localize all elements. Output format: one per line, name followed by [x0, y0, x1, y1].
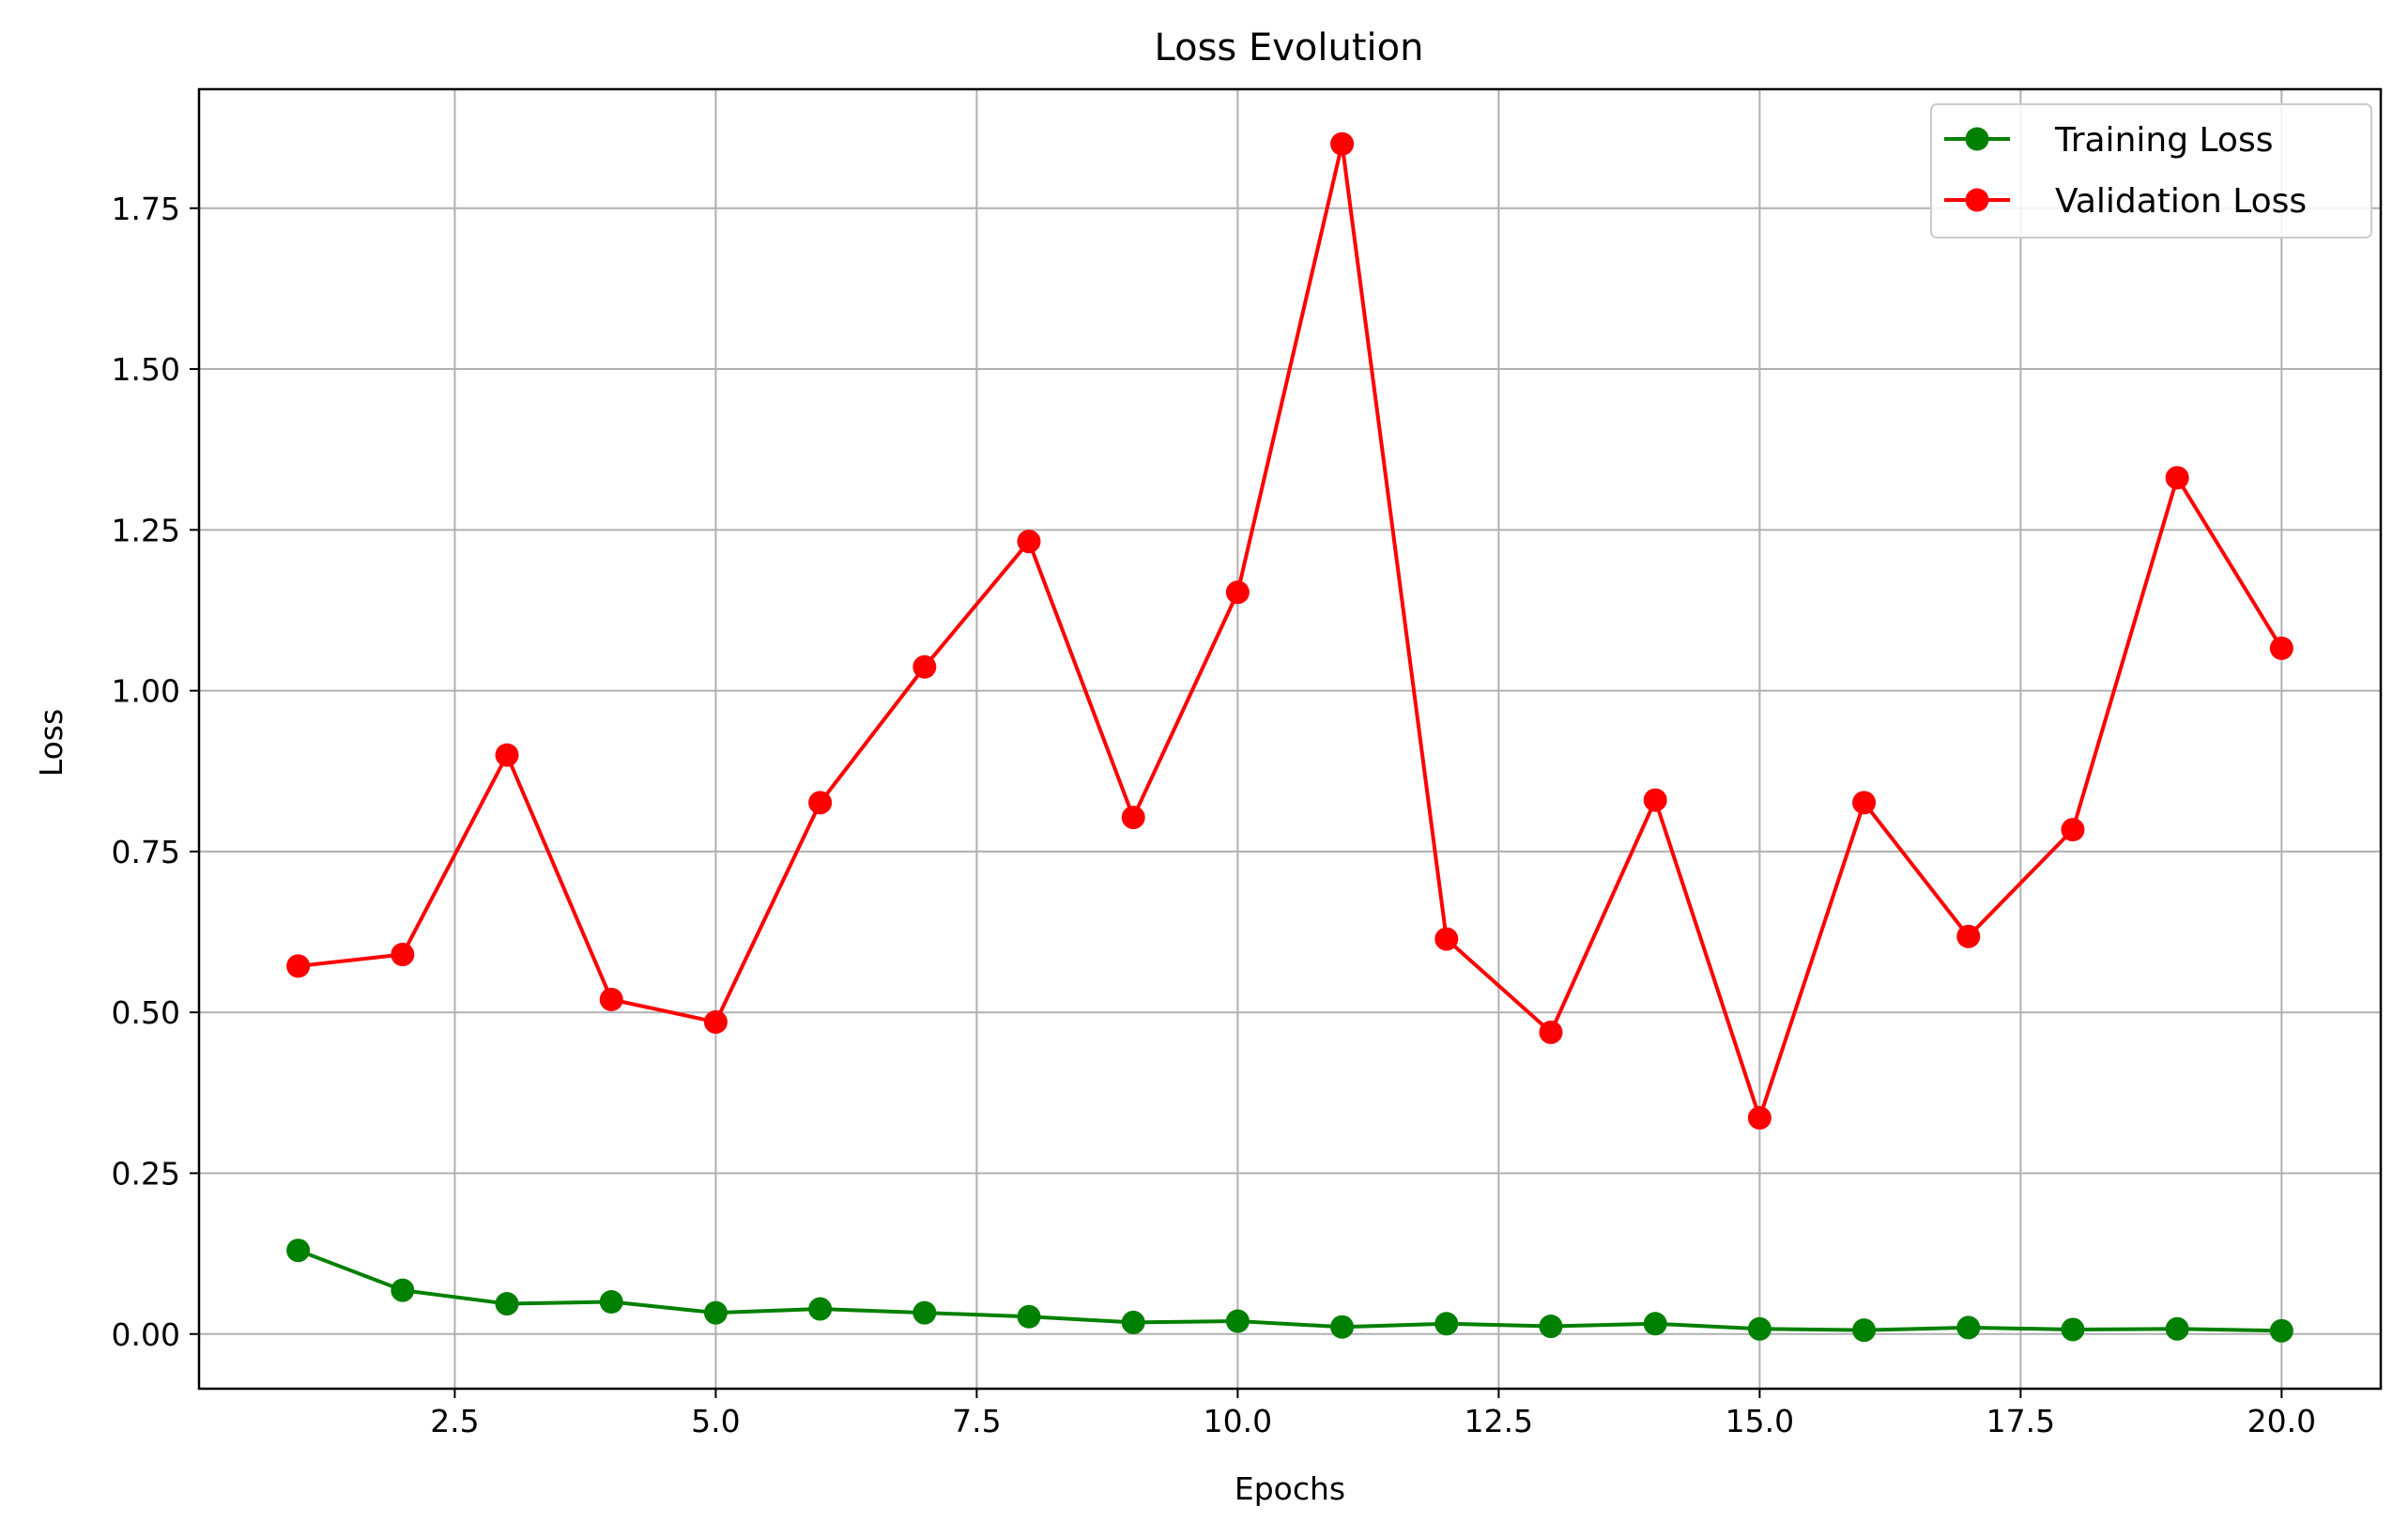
- axis-ticks: 2.5 5.0 7.5 10.0 12.5 15.0 17.5 20.0 0.00 0.25 0.5…: [112, 191, 2317, 1439]
- data-point: [495, 743, 519, 767]
- x-tick-label: 17.5: [1986, 1403, 2055, 1439]
- data-point: [1956, 924, 1981, 948]
- data-point: [286, 1238, 311, 1263]
- data-point: [1330, 1315, 1355, 1339]
- data-point: [2165, 466, 2189, 490]
- y-tick-label: 0.75: [112, 834, 180, 870]
- data-point: [599, 1290, 623, 1315]
- legend-item: Validation Loss: [1944, 182, 2307, 221]
- data-point: [1434, 1312, 1459, 1336]
- y-tick-label: 0.00: [112, 1316, 180, 1353]
- data-point: [1017, 530, 1041, 554]
- series-layer: [286, 131, 2293, 1343]
- y-tick-label: 0.50: [112, 994, 180, 1031]
- data-point: [913, 1300, 937, 1325]
- x-tick-label: 2.5: [430, 1403, 479, 1439]
- plot-frame: [197, 87, 2383, 1391]
- data-point: [1017, 1304, 1041, 1329]
- y-tick-label: 0.25: [112, 1155, 180, 1192]
- legend-label: Training Loss: [2054, 121, 2273, 160]
- y-tick-label: 1.75: [112, 191, 180, 227]
- chart-title: Loss Evolution: [1155, 26, 1424, 69]
- y-tick-label: 1.25: [112, 512, 180, 548]
- data-point: [1539, 1020, 1563, 1044]
- grid: [199, 89, 2381, 1389]
- data-point: [2269, 1318, 2293, 1343]
- series-training-loss: [286, 1238, 2293, 1343]
- data-point: [1643, 1312, 1667, 1336]
- x-axis-label: Epochs: [1235, 1470, 1345, 1507]
- data-point: [391, 1278, 415, 1302]
- data-point: [1956, 1315, 1981, 1340]
- data-point: [1643, 788, 1667, 812]
- y-axis-label: Loss: [33, 709, 69, 777]
- data-point: [286, 954, 311, 978]
- data-point: [1539, 1315, 1563, 1339]
- data-point: [391, 943, 415, 967]
- x-tick-label: 7.5: [952, 1403, 1001, 1439]
- legend-item: Training Loss: [1944, 121, 2273, 160]
- x-tick-label: 12.5: [1465, 1403, 1533, 1439]
- data-point: [703, 1300, 728, 1325]
- y-tick-label: 1.00: [112, 673, 180, 710]
- legend: Training Loss Validation Loss: [1930, 103, 2372, 238]
- legend-marker: [1965, 127, 1989, 151]
- series-validation-loss: [286, 131, 2293, 1130]
- legend-label: Validation Loss: [2055, 182, 2307, 221]
- data-point: [1747, 1106, 1771, 1130]
- x-tick-label: 15.0: [1725, 1403, 1794, 1439]
- data-point: [1852, 1318, 1877, 1343]
- data-point: [2061, 1317, 2085, 1342]
- x-tick-label: 5.0: [691, 1403, 740, 1439]
- data-point: [808, 791, 833, 815]
- series-line: [298, 142, 2284, 1120]
- legend-box: [1930, 103, 2372, 238]
- data-point: [808, 1297, 833, 1321]
- data-point: [495, 1292, 519, 1316]
- data-point: [1434, 927, 1459, 951]
- data-point: [1225, 1309, 1250, 1333]
- data-point: [1852, 791, 1877, 815]
- x-tick-label: 20.0: [2247, 1403, 2316, 1439]
- data-point: [1121, 806, 1145, 830]
- data-point: [2269, 636, 2293, 660]
- data-point: [599, 987, 623, 1011]
- x-tick-label: 10.0: [1204, 1403, 1272, 1439]
- data-point: [1747, 1316, 1771, 1341]
- data-point: [1121, 1310, 1145, 1334]
- data-point: [2061, 818, 2085, 842]
- data-point: [1330, 131, 1355, 156]
- data-point: [913, 654, 937, 679]
- data-point: [1225, 580, 1250, 605]
- y-tick-label: 1.50: [112, 351, 180, 388]
- data-point: [2165, 1316, 2189, 1341]
- data-point: [703, 1009, 728, 1034]
- series-line: [297, 1248, 2282, 1333]
- legend-marker: [1965, 188, 1989, 212]
